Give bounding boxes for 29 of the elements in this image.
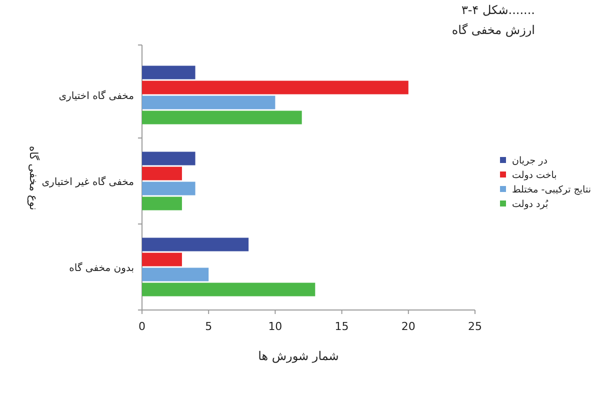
bar	[142, 152, 196, 166]
bar	[142, 80, 408, 94]
legend-label: نتایج ترکیبی- مختلط	[512, 184, 591, 196]
bar	[142, 282, 316, 296]
bar	[142, 182, 196, 196]
chart-title: شکل ۴-۳.......	[461, 3, 535, 17]
x-tick-label: 5	[205, 320, 212, 333]
bar	[142, 96, 276, 110]
x-tick-label: 10	[268, 320, 282, 333]
bar	[142, 66, 196, 80]
bar	[142, 238, 249, 252]
x-tick-label: 25	[468, 320, 482, 333]
bar	[142, 268, 209, 282]
x-tick-label: 15	[334, 320, 349, 333]
x-tick-label: 0	[138, 320, 146, 333]
bar	[142, 166, 182, 180]
bar	[142, 252, 182, 266]
y-tick-label: مخفی گاه اختیاری	[58, 90, 134, 102]
x-tick-label: 20	[401, 320, 416, 333]
bar	[142, 110, 302, 124]
legend-label: باخت دولت	[512, 170, 557, 181]
legend-label: در جریان	[512, 156, 548, 166]
y-tick-label: بدون مخفی گاه	[69, 262, 134, 274]
x-axis-title: شمار شورش ها	[258, 349, 339, 363]
y-tick-label: مخفی گاه غیر اختیاری	[42, 176, 134, 188]
chart-subtitle: ارزش مخفی گاه	[452, 23, 535, 37]
bar	[142, 196, 182, 210]
legend-label: بُرد دولت	[512, 198, 549, 210]
y-axis-title: نوع مخفی گاه	[27, 146, 40, 210]
